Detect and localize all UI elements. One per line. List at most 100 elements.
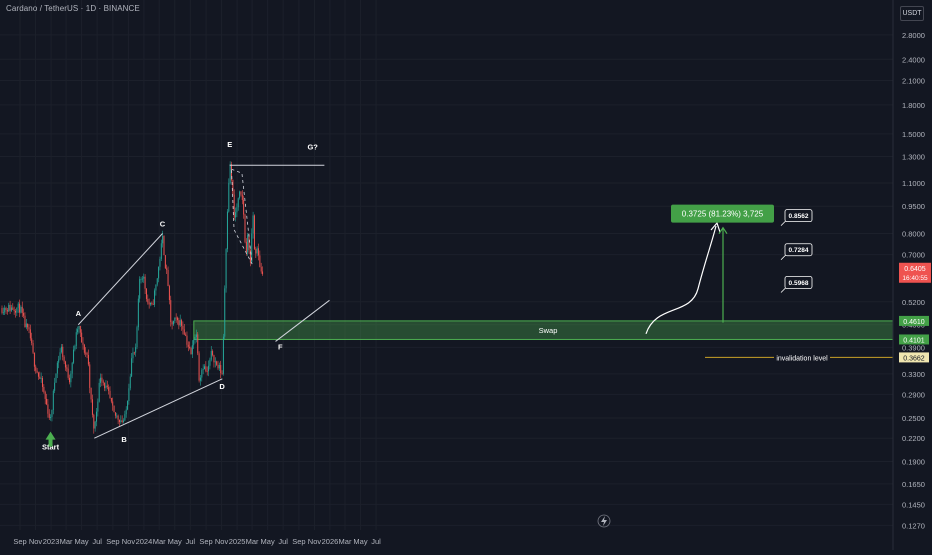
candle-body [222,336,224,374]
projection-arrowhead [710,221,721,233]
trendline-bdf[interactable] [94,378,223,439]
candle-body [79,325,81,333]
candle-body [83,344,85,353]
x-tick-label: Sep [106,537,119,546]
candle-body [24,315,26,328]
swap-zone-label: Swap [539,326,558,335]
candle-body [106,385,108,388]
candle-body [145,288,147,299]
wave-label: B [121,435,127,444]
candle-body [213,355,215,363]
candle-body [151,302,153,304]
candle-body [77,329,79,333]
target-price-callout[interactable] [784,276,813,289]
candle-body [201,370,203,378]
y-tick-label: 0.1270 [902,521,925,530]
candle-body [59,352,61,360]
candle-body [256,248,258,254]
candle-body [10,307,12,311]
drawings: 0.3725 (81.23%) 3,725 0.8562 0.7284 0.5968 i… [77,164,893,439]
target-price-callout[interactable] [784,209,813,223]
candle-body [62,346,64,357]
candle-body [229,164,231,183]
wave-label: C [160,220,166,229]
candle-body [236,207,238,213]
target-price-text: 0.7284 [789,247,809,254]
candle-body [167,269,169,287]
lightning-icon[interactable] [597,514,611,528]
candle-body [209,359,211,366]
candle-body [117,415,119,420]
candle-body [127,401,129,410]
y-tick-label: 0.3900 [902,343,925,352]
candle-body [120,420,122,422]
y-tick-label: 1.1000 [902,179,925,188]
candle-body [177,317,178,321]
x-tick-label: Nov [29,537,43,546]
candle-body [143,276,145,279]
candle-body [144,276,146,289]
candle-body [241,194,243,200]
target-price-callout[interactable] [784,243,813,257]
candle-body [218,365,220,369]
candle-body [202,369,204,371]
candle-body [44,391,46,399]
candle-body [210,351,212,360]
currency-unit[interactable]: USDT [900,6,924,21]
candle-body [74,345,76,350]
candle-body [258,248,259,256]
target-box[interactable] [671,204,774,223]
candle-body [36,370,38,373]
trendline-ac[interactable] [77,233,163,326]
candle-body [228,182,230,212]
candle-body [245,241,247,253]
candle-body [168,286,170,301]
x-tick-label: May [261,537,275,546]
candle-body [16,307,18,313]
candle-body [129,376,131,389]
candle-body [148,302,150,305]
candle-body [182,325,184,330]
trendline-f-projection[interactable] [275,299,330,342]
candle-body [205,366,207,372]
candle-body [4,307,6,313]
candle-body [8,304,10,312]
candle-body [216,361,218,365]
candle-body [190,348,192,355]
candle-body [108,387,110,391]
candle-body [13,309,15,311]
projection-curve[interactable] [645,225,717,334]
candle-body [166,268,168,270]
candle-body [136,327,138,348]
candle-body [6,310,8,312]
candle-body [23,312,25,316]
wave-label: D [219,382,225,391]
wave-label: E [227,140,232,149]
candle-body [217,364,219,369]
candle-body [164,255,166,269]
candle-body [185,334,187,336]
candle-body [101,377,103,382]
candle-body [28,327,30,330]
candle-body [139,279,141,299]
candle-body [187,344,189,347]
countdown-text: 16:40:55 [902,275,928,282]
y-axis: 2.8000 2.4000 2.1000 1.8000 1.5000 1.3000 1.10… [892,0,931,550]
candle-body [175,317,177,319]
candle-body [89,364,91,388]
x-tick-label: Mar [246,537,259,546]
chart-title: Cardano / TetherUS · 1D · BINANCE [6,4,140,13]
x-tick-label: Sep [13,537,26,546]
candle-body [212,351,214,356]
candle-body [158,266,160,279]
candle-body [118,419,120,422]
y-tick-label: 0.2500 [902,414,925,423]
candle-body [253,215,255,249]
candle-body [63,356,65,362]
invalidation-label: invalidation level [776,355,828,362]
candle-body [90,387,92,400]
candle-body [32,342,34,353]
dashed-triangle[interactable] [231,168,253,265]
x-tick-label: Nov [215,537,229,546]
